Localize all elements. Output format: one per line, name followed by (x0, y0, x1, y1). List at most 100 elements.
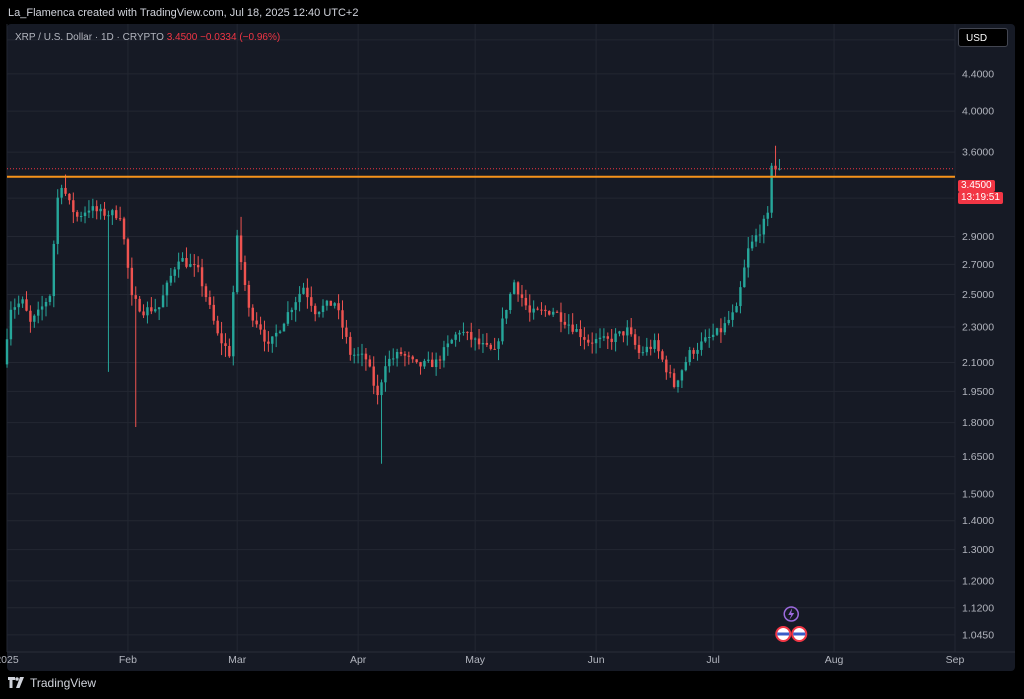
candle-body (181, 258, 184, 262)
candle-body (579, 329, 582, 338)
candle-body (196, 265, 200, 268)
candle-body (204, 286, 208, 298)
candle-body (290, 309, 293, 313)
candle-body (99, 208, 102, 212)
candle-body (368, 359, 372, 367)
candle-body (33, 315, 36, 322)
candle-body (665, 359, 668, 373)
x-tick-label: Jun (588, 654, 605, 666)
candle-body (618, 331, 621, 334)
candle-body (142, 311, 145, 316)
symbol-name: XRP / U.S. Dollar · 1D · CRYPTO (15, 32, 164, 43)
candle-body (711, 334, 715, 337)
candle-body (267, 341, 270, 344)
candle-body (739, 287, 742, 307)
candle-body (138, 298, 141, 312)
candle-body (575, 329, 578, 332)
candle-body (5, 339, 9, 365)
candle-body (337, 303, 340, 311)
candle-body (774, 165, 777, 170)
candle-body (708, 336, 711, 338)
candle-body (165, 282, 169, 296)
candle-body (614, 333, 617, 342)
candle-body (587, 339, 590, 343)
x-tick-label: Jul (706, 654, 719, 666)
candle-body (122, 218, 126, 240)
candle-body (438, 359, 442, 361)
candle-body (169, 275, 173, 283)
candle-body (232, 292, 235, 357)
candle-body (380, 382, 383, 396)
candle-body (208, 297, 212, 305)
candle-body (243, 262, 247, 285)
candle-body (321, 305, 325, 312)
candle-body (470, 331, 473, 340)
candle-body (669, 372, 672, 374)
candle-body (64, 187, 67, 194)
candle-body (423, 360, 426, 367)
candle-body (48, 296, 52, 302)
tradingview-logo-icon (8, 677, 24, 688)
candle-body (719, 328, 723, 333)
candle-body (399, 351, 403, 354)
candle-body (622, 331, 625, 336)
candle-body (388, 358, 391, 367)
candle-body (477, 338, 481, 345)
candle-body (302, 287, 305, 294)
candle-body (598, 337, 602, 340)
y-tick-label: 1.5000 (962, 488, 994, 500)
candle-body (13, 307, 17, 310)
candle-body (653, 340, 656, 349)
candle-body (493, 348, 496, 350)
candle-body (462, 331, 465, 333)
candle-body (372, 366, 375, 386)
candle-body (224, 343, 227, 347)
y-tick-label: 1.9500 (962, 386, 994, 398)
candle-body (672, 373, 676, 387)
y-tick-label: 1.8000 (962, 417, 994, 429)
candle-body (735, 306, 738, 313)
candle-body (715, 328, 719, 335)
candle-body (563, 321, 567, 325)
candle-body (282, 323, 286, 332)
candle-body (40, 306, 44, 310)
candle-body (161, 295, 165, 308)
candle-body (466, 331, 469, 333)
candle-body (602, 336, 606, 338)
candle-body (193, 264, 196, 266)
y-tick-label: 1.6500 (962, 451, 994, 463)
candle-body (150, 307, 153, 312)
chart-panel[interactable] (7, 24, 1015, 671)
candle-body (540, 309, 543, 311)
candle-body (263, 329, 266, 342)
candle-body (606, 336, 609, 339)
x-tick-label: 2025 (0, 654, 19, 666)
currency-button[interactable]: USD (958, 28, 1008, 47)
y-tick-label: 4.0000 (962, 106, 994, 118)
legend-price: 3.4500 (166, 32, 198, 43)
candle-body (610, 338, 613, 342)
candle-body (294, 302, 297, 310)
candle-body (177, 261, 180, 270)
candle-body (157, 307, 161, 310)
candle-body (434, 359, 438, 367)
y-tick-label: 1.2000 (962, 575, 994, 587)
candle-body (411, 356, 414, 360)
candle-body (750, 241, 754, 249)
legend-change: −0.0334 (200, 32, 237, 43)
candle-body (364, 353, 368, 360)
y-tick-label: 1.1200 (962, 602, 994, 614)
candle-body (395, 351, 399, 359)
candle-body (731, 312, 734, 320)
last-price-label: 3.4500 (958, 180, 995, 192)
candle-body (747, 248, 750, 268)
candle-body (235, 235, 239, 293)
candle-body (44, 301, 48, 307)
candle-body (454, 334, 457, 340)
candle-body (173, 269, 176, 276)
candle-body (754, 235, 758, 242)
y-tick-label: 2.1000 (962, 357, 994, 369)
candle-body (392, 358, 395, 360)
candle-body (306, 287, 309, 298)
